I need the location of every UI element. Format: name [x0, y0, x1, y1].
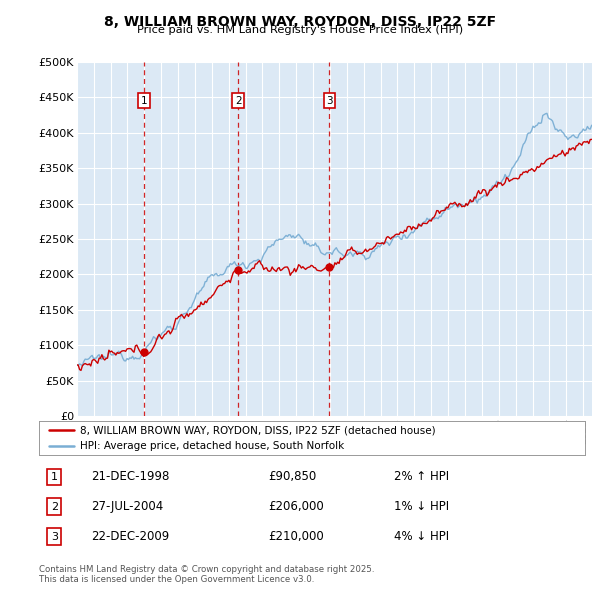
Text: 2% ↑ HPI: 2% ↑ HPI — [394, 470, 449, 483]
Text: 3: 3 — [326, 96, 333, 106]
Text: Price paid vs. HM Land Registry's House Price Index (HPI): Price paid vs. HM Land Registry's House … — [137, 25, 463, 35]
Text: 4% ↓ HPI: 4% ↓ HPI — [394, 530, 449, 543]
Text: 21-DEC-1998: 21-DEC-1998 — [91, 470, 169, 483]
Text: £90,850: £90,850 — [268, 470, 317, 483]
Text: £206,000: £206,000 — [268, 500, 324, 513]
Text: 1% ↓ HPI: 1% ↓ HPI — [394, 500, 449, 513]
Text: 1: 1 — [51, 472, 58, 482]
Text: HPI: Average price, detached house, South Norfolk: HPI: Average price, detached house, Sout… — [80, 441, 344, 451]
Text: 3: 3 — [51, 532, 58, 542]
Text: 2: 2 — [51, 502, 58, 512]
Text: Contains HM Land Registry data © Crown copyright and database right 2025.: Contains HM Land Registry data © Crown c… — [39, 565, 374, 573]
Text: 8, WILLIAM BROWN WAY, ROYDON, DISS, IP22 5ZF: 8, WILLIAM BROWN WAY, ROYDON, DISS, IP22… — [104, 15, 496, 29]
Text: This data is licensed under the Open Government Licence v3.0.: This data is licensed under the Open Gov… — [39, 575, 314, 584]
Text: 27-JUL-2004: 27-JUL-2004 — [91, 500, 163, 513]
Text: 22-DEC-2009: 22-DEC-2009 — [91, 530, 169, 543]
Text: 1: 1 — [140, 96, 147, 106]
Text: £210,000: £210,000 — [268, 530, 324, 543]
Text: 2: 2 — [235, 96, 242, 106]
Text: 8, WILLIAM BROWN WAY, ROYDON, DISS, IP22 5ZF (detached house): 8, WILLIAM BROWN WAY, ROYDON, DISS, IP22… — [80, 425, 436, 435]
